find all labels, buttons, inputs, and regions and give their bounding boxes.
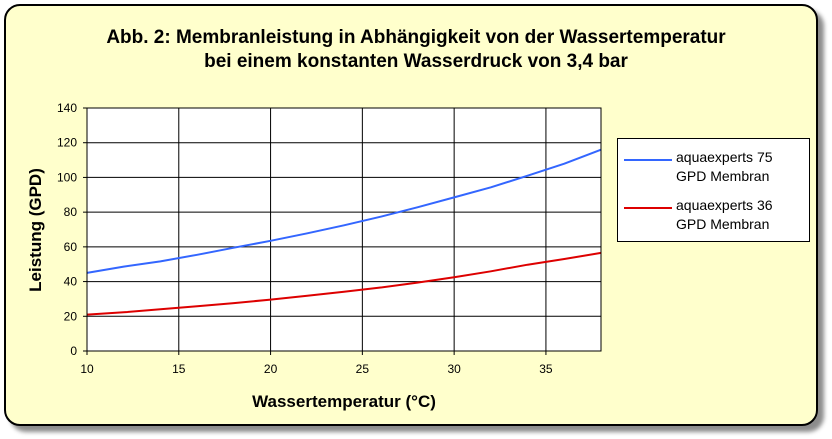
x-tick-label-30: 30 (447, 362, 461, 376)
x-axis-title: Wassertemperatur (°C) (252, 392, 436, 411)
plot-area (87, 108, 601, 351)
x-tick-label-35: 35 (539, 362, 553, 376)
y-tick-label-40: 40 (64, 275, 78, 289)
chart-title-line-2: bei einem konstanten Wasserdruck von 3,4… (204, 51, 628, 72)
legend-item-series-2: aquaexperts 36 GPD Membran (618, 196, 809, 240)
plot-border (86, 107, 602, 352)
y-tick-label-60: 60 (64, 240, 78, 254)
legend-item-series-1: aquaexperts 75 GPD Membran (618, 148, 809, 192)
legend-label-series-2: aquaexperts 36 GPD Membran (676, 197, 773, 232)
tick-layer: 0 20 40 60 80 100 120 140 10 15 20 25 30 35 (57, 101, 602, 376)
x-tick-label-10: 10 (80, 362, 94, 376)
series-line-1 (86, 148, 602, 274)
legend: aquaexperts 75 GPD Membran aquaexperts 3… (617, 138, 810, 242)
legend-label-series-1: aquaexperts 75 GPD Membran (676, 149, 773, 184)
y-tick-label-20: 20 (64, 309, 78, 323)
y-tick-label-140: 140 (57, 101, 77, 115)
chart-title: Abb. 2: Membranleistung in Abhängigkeit … (0, 26, 832, 74)
y-tick-label-120: 120 (57, 136, 77, 150)
series-layer (86, 148, 602, 316)
grid-layer (86, 107, 601, 352)
y-tick-label-100: 100 (57, 170, 77, 184)
x-tick-label-25: 25 (356, 362, 370, 376)
chart-title-line-1: Abb. 2: Membranleistung in Abhängigkeit … (106, 27, 726, 48)
legend-swatch-series-2 (624, 207, 672, 209)
series-line-2 (86, 251, 602, 316)
x-tick-label-20: 20 (264, 362, 278, 376)
y-axis-title: Leistung (GPD) (26, 168, 45, 292)
y-tick-label-80: 80 (64, 205, 78, 219)
legend-swatch-series-1 (624, 159, 672, 161)
y-tick-label-0: 0 (70, 344, 77, 358)
x-tick-label-15: 15 (172, 362, 186, 376)
